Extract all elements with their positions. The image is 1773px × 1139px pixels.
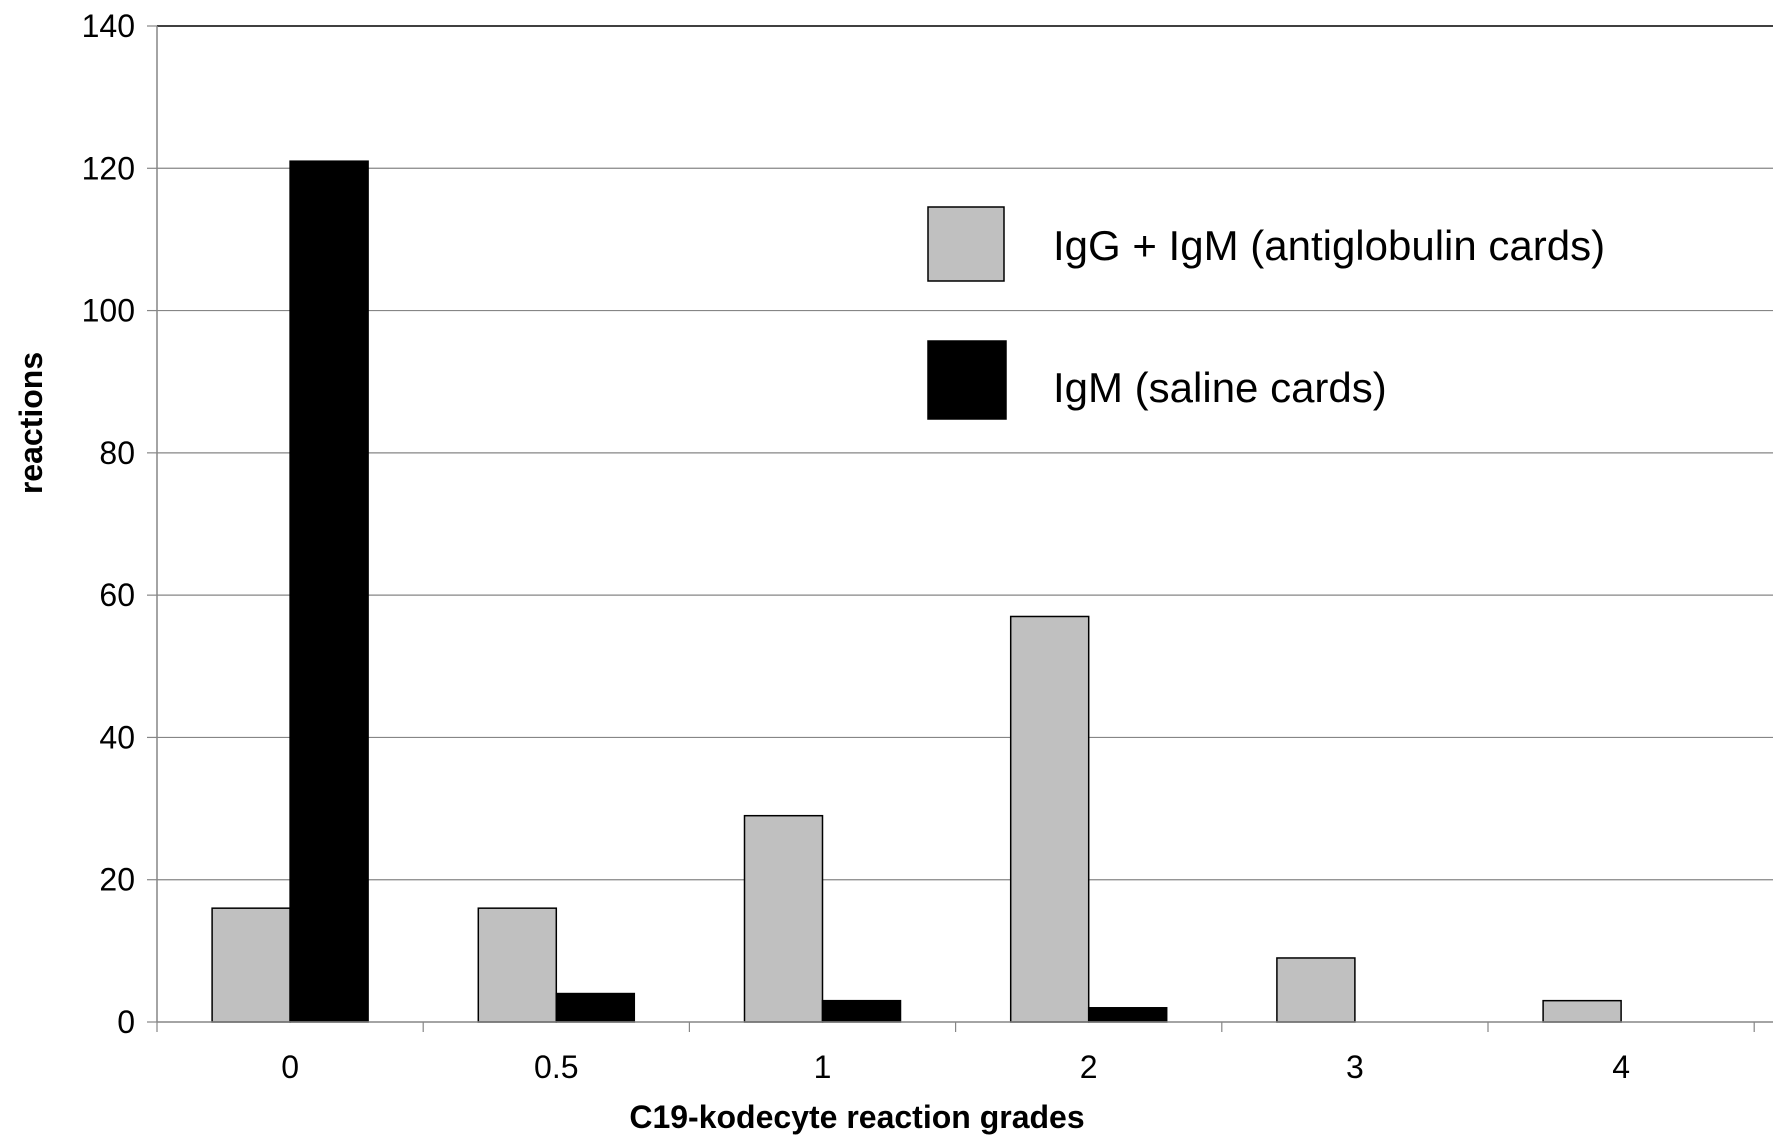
bar-igm-0.5	[555, 992, 636, 1023]
bar-igg-igm-3	[1276, 957, 1356, 1023]
bars	[211, 160, 1622, 1023]
x-tick-label: 3	[1346, 1049, 1364, 1085]
gridlines	[157, 25, 1773, 881]
x-tick-labels: 0 0.5 1 2 3 4	[281, 1049, 1630, 1085]
y-tick-label: 20	[99, 862, 135, 898]
bar-igg-igm-4	[1542, 999, 1622, 1023]
x-tick-label: 0	[281, 1049, 299, 1085]
y-tick-label: 120	[82, 150, 135, 186]
bar-igg-igm-2	[1009, 615, 1090, 1023]
legend-swatch-igm	[927, 340, 1007, 420]
x-axis-title: C19-kodecyte reaction grades	[629, 1099, 1084, 1135]
x-tick-label: 0.5	[534, 1049, 578, 1085]
y-tick-label: 60	[99, 577, 135, 613]
y-tick-label: 140	[82, 8, 135, 44]
bar-igm-0	[289, 160, 369, 1023]
y-tick-labels: 0 20 40 60 80 100 120 140	[82, 8, 135, 1040]
bar-igm-1	[821, 999, 902, 1023]
legend-label-igg-igm: IgG + IgM (antiglobulin cards)	[1053, 222, 1605, 269]
y-tick-label: 40	[99, 719, 135, 755]
x-tick-label: 1	[814, 1049, 832, 1085]
y-tick-label: 100	[82, 293, 135, 329]
legend: IgG + IgM (antiglobulin cards) IgM (sali…	[927, 206, 1605, 420]
bar-igg-igm-0	[211, 907, 291, 1023]
axes	[147, 25, 1773, 1032]
legend-label-igm: IgM (saline cards)	[1053, 364, 1387, 411]
y-tick-label: 80	[99, 435, 135, 471]
bar-igg-igm-0.5	[477, 907, 558, 1023]
bar-igm-2	[1087, 1007, 1168, 1023]
legend-swatch-igg-igm	[927, 206, 1005, 282]
y-axis-title: reactions	[13, 352, 49, 494]
y-tick-label: 0	[117, 1004, 135, 1040]
bar-igg-igm-1	[743, 814, 824, 1023]
x-tick-label: 4	[1612, 1049, 1630, 1085]
x-tick-label: 2	[1080, 1049, 1098, 1085]
